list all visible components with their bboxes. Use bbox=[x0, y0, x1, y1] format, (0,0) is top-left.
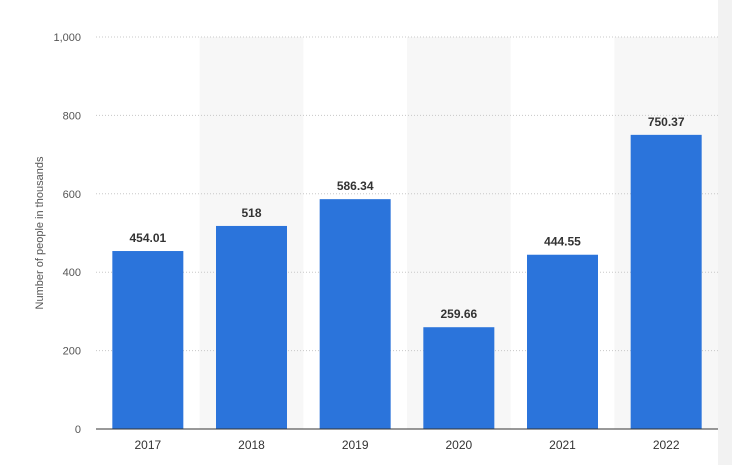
data-label-2020: 259.66 bbox=[440, 307, 477, 321]
y-tick-label: 1,000 bbox=[53, 32, 81, 44]
y-tick-label: 200 bbox=[63, 346, 81, 358]
bars bbox=[112, 134, 702, 429]
data-label-2021: 444.55 bbox=[544, 235, 581, 249]
data-label-2019: 586.34 bbox=[337, 179, 374, 193]
bar-2017 bbox=[112, 251, 184, 429]
x-tick-label-2022: 2022 bbox=[653, 438, 680, 452]
bar-2019 bbox=[319, 199, 391, 429]
y-axis-title: Number of people in thousands bbox=[34, 156, 46, 309]
x-tick-label-2019: 2019 bbox=[342, 438, 369, 452]
bar-2020 bbox=[423, 327, 495, 429]
x-axis-categories: 2017 2018 2019 2020 2021 2022 bbox=[134, 438, 679, 452]
bar-2018 bbox=[216, 225, 287, 429]
data-label-2017: 454.01 bbox=[129, 231, 166, 245]
y-tick-label: 0 bbox=[75, 424, 81, 436]
y-tick-label: 400 bbox=[63, 267, 81, 279]
x-tick-label-2018: 2018 bbox=[238, 438, 265, 452]
y-tick-label: 800 bbox=[63, 110, 81, 122]
y-tick-label: 600 bbox=[63, 189, 81, 201]
right-edge-strip bbox=[718, 0, 732, 465]
x-tick-label-2021: 2021 bbox=[549, 438, 576, 452]
data-label-2022: 750.37 bbox=[648, 115, 685, 129]
data-labels: 454.01 518 586.34 259.66 444.55 750.37 bbox=[129, 115, 684, 321]
bar-2022 bbox=[630, 134, 702, 429]
x-tick-label-2017: 2017 bbox=[134, 438, 161, 452]
x-tick-label-2020: 2020 bbox=[445, 438, 472, 452]
bar-2021 bbox=[527, 254, 598, 429]
y-axis-ticks: 0 200 400 600 800 1,000 bbox=[53, 32, 81, 436]
data-label-2018: 518 bbox=[241, 206, 261, 220]
